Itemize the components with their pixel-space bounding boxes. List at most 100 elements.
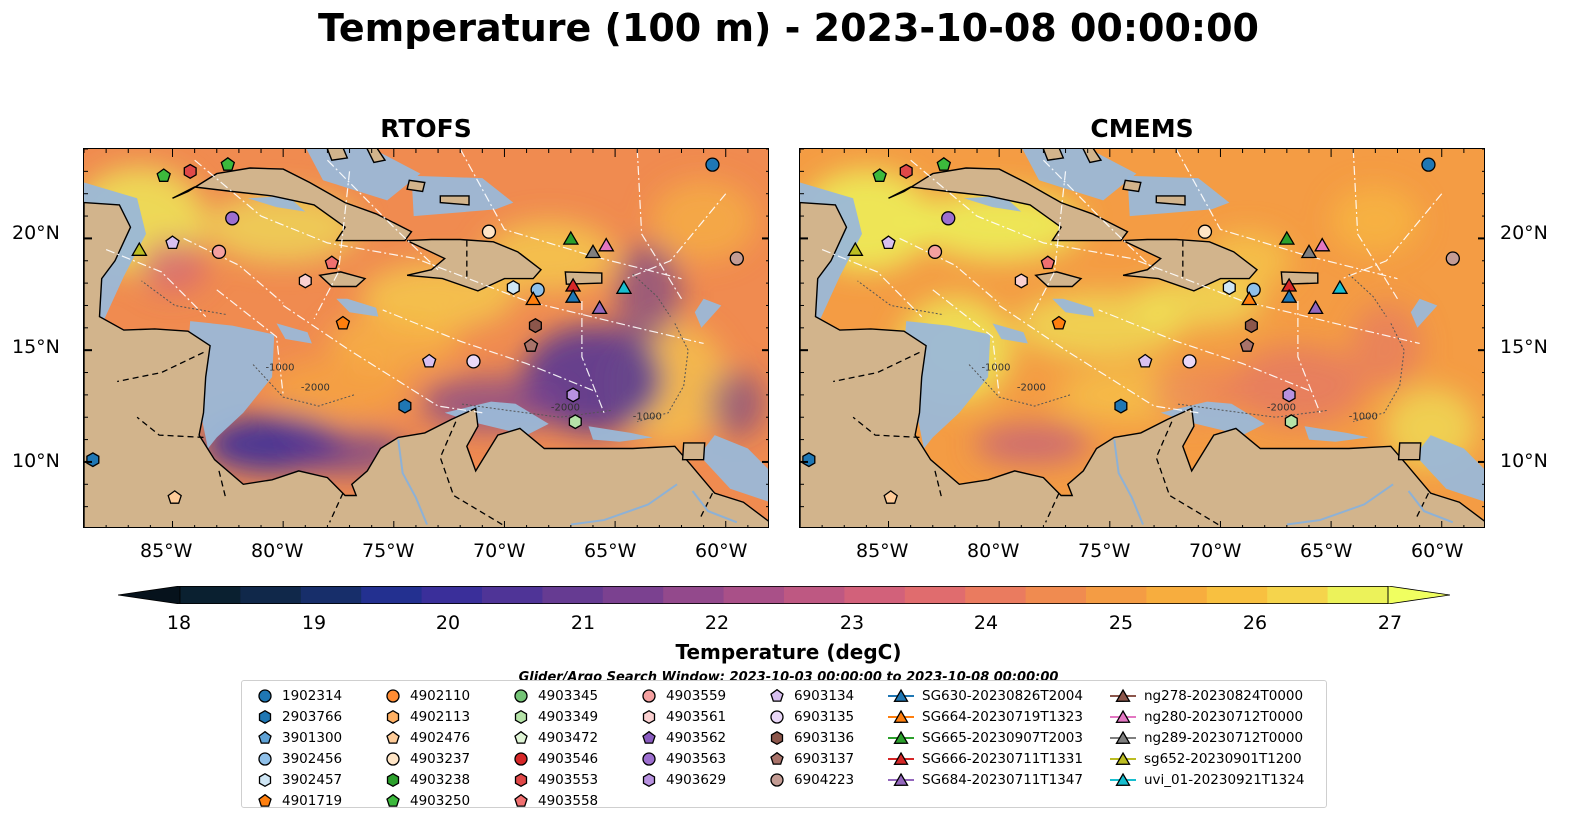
colorbar-segment [1327,586,1389,604]
lon-label-80w-right: 80°W [967,540,1020,562]
observation-marker-triangle [1278,230,1296,245]
country-border [117,351,204,383]
legend-marker-pentagon [642,730,656,744]
legend-entry: 4903561 [640,706,726,727]
map-panel-rtofs: -1000 -2000 -2000 -1000 [83,148,769,528]
shelf-area [992,323,1028,344]
colorbar-segment [1086,586,1147,604]
legend-label: 4902476 [410,729,471,746]
legend-marker-pentagon-icon [514,730,528,744]
legend-entry: 4902110 [384,685,470,706]
observation-marker-circle [941,211,956,226]
observation-marker-hexagon [802,452,816,468]
observation-marker-pentagon [167,490,182,504]
legend-marker-hexagon-icon [642,772,656,787]
observation-marker-triangle [1331,279,1349,294]
observation-marker-circle [705,157,720,172]
eez-boundary [581,301,605,413]
eez-boundary [1175,149,1398,280]
legend-column: SG630-20230826T2004 SG664-20230719T1323 SG… [888,685,1083,790]
legend-marker-triangle-icon [1110,709,1136,723]
legend-entry: ng278-20230824T0000 [1110,685,1304,706]
legend-label: ng280-20230712T0000 [1144,708,1304,725]
legend-marker-pentagon-icon [258,730,272,744]
colorbar-extend-max [1387,586,1450,604]
isobath-label: -1000 [265,362,294,373]
observation-marker-triangle [591,299,608,315]
eez-boundary [183,237,284,304]
legend-column: 4903559 4903561 4903562 4903563 4903629 [640,685,726,790]
eez-boundary [821,249,923,318]
legend-entry: 4903563 [640,748,726,769]
map-panel-cmems: -1000 -2000 -2000 -1000 [799,148,1485,528]
map-svg-rtofs: -1000 -2000 -2000 -1000 [84,149,768,527]
colorbar-segment [844,586,906,604]
legend-label: ng289-20230712T0000 [1144,729,1304,746]
legend-label: 6903135 [794,708,855,725]
eez-boundary [625,193,727,280]
lon-label-70w-right: 70°W [1189,540,1242,562]
observation-marker-circle [211,244,227,259]
legend-entry: 4903349 [512,706,598,727]
observation-marker-triangle [525,291,542,306]
isobath-label: -2000 [1267,403,1296,414]
colorbar [118,586,1450,604]
isobath-contour [967,363,1071,407]
legend-label: sg652-20230901T1200 [1144,750,1302,767]
observation-marker-pentagon [872,168,887,182]
legend-label: 3902457 [282,771,343,788]
figure-title: Temperature (100 m) - 2023-10-08 00:00:0… [317,6,1259,50]
legend-marker-circle [258,688,272,703]
lon-label-75w-left: 75°W [362,540,415,562]
legend-label: 2903766 [282,708,343,725]
legend-label: SG666-20230711T1331 [922,750,1083,767]
eez-boundary [899,237,1000,304]
legend-label: 4903472 [538,729,599,746]
isobath-contour [141,280,226,315]
legend-marker-hexagon [258,772,272,787]
land-trinidad [1397,442,1422,461]
observation-marker-triangle [598,237,615,252]
isobath-contour [1353,323,1405,423]
legend-label: SG664-20230719T1323 [922,708,1083,725]
shelf-area [1410,298,1438,328]
legend-column: 4903345 4903349 4903472 4903546 4903553 49035… [512,685,598,811]
legend-entry: 1902314 [256,685,342,706]
legend-marker-triangle [893,730,909,744]
legend-marker-hexagon [642,709,656,724]
legend-entry: 4903472 [512,727,598,748]
observation-marker-hexagon [1282,387,1296,403]
legend-marker-pentagon [386,730,400,744]
observation-marker-triangle [1241,291,1258,306]
legend-entry: 4903558 [512,790,598,811]
colorbar-segment [1267,586,1329,604]
observation-marker-hexagon [1014,273,1028,289]
legend-label: 3902456 [282,750,343,767]
lon-label-60w-left: 60°W [695,540,748,562]
legend-label: 4903558 [538,792,599,809]
legend-label: SG665-20230907T2003 [922,729,1083,746]
lon-label-75w-right: 75°W [1078,540,1131,562]
legend-label: 6903134 [794,687,855,704]
observation-marker-pentagon [1051,315,1067,330]
legend-entry: 2903766 [256,706,342,727]
isobath-contour [637,323,689,423]
observation-marker-hexagon [1284,414,1298,430]
legend-entry: SG665-20230907T2003 [888,727,1083,748]
legend-entry: 3901300 [256,727,342,748]
legend-marker-circle-icon [514,751,528,766]
legend-label: 4903238 [410,771,471,788]
isobath-label: -2000 [301,382,330,393]
shelf-area [588,426,653,442]
legend-column: 4902110 4902113 4902476 4903237 4903238 49032… [384,685,470,811]
legend-marker-circle-icon [386,751,400,766]
legend-entry: 4903546 [512,748,598,769]
shelf-area [1304,426,1369,442]
legend-marker-triangle [893,751,909,765]
observation-marker-pentagon [1137,353,1153,368]
legend-marker-hexagon [386,772,400,787]
isobath-label: -2000 [551,403,580,414]
isobath-contour [1176,403,1327,418]
legend-marker-circle [514,688,528,703]
panel-title-cmems: CMEMS [1090,114,1194,143]
